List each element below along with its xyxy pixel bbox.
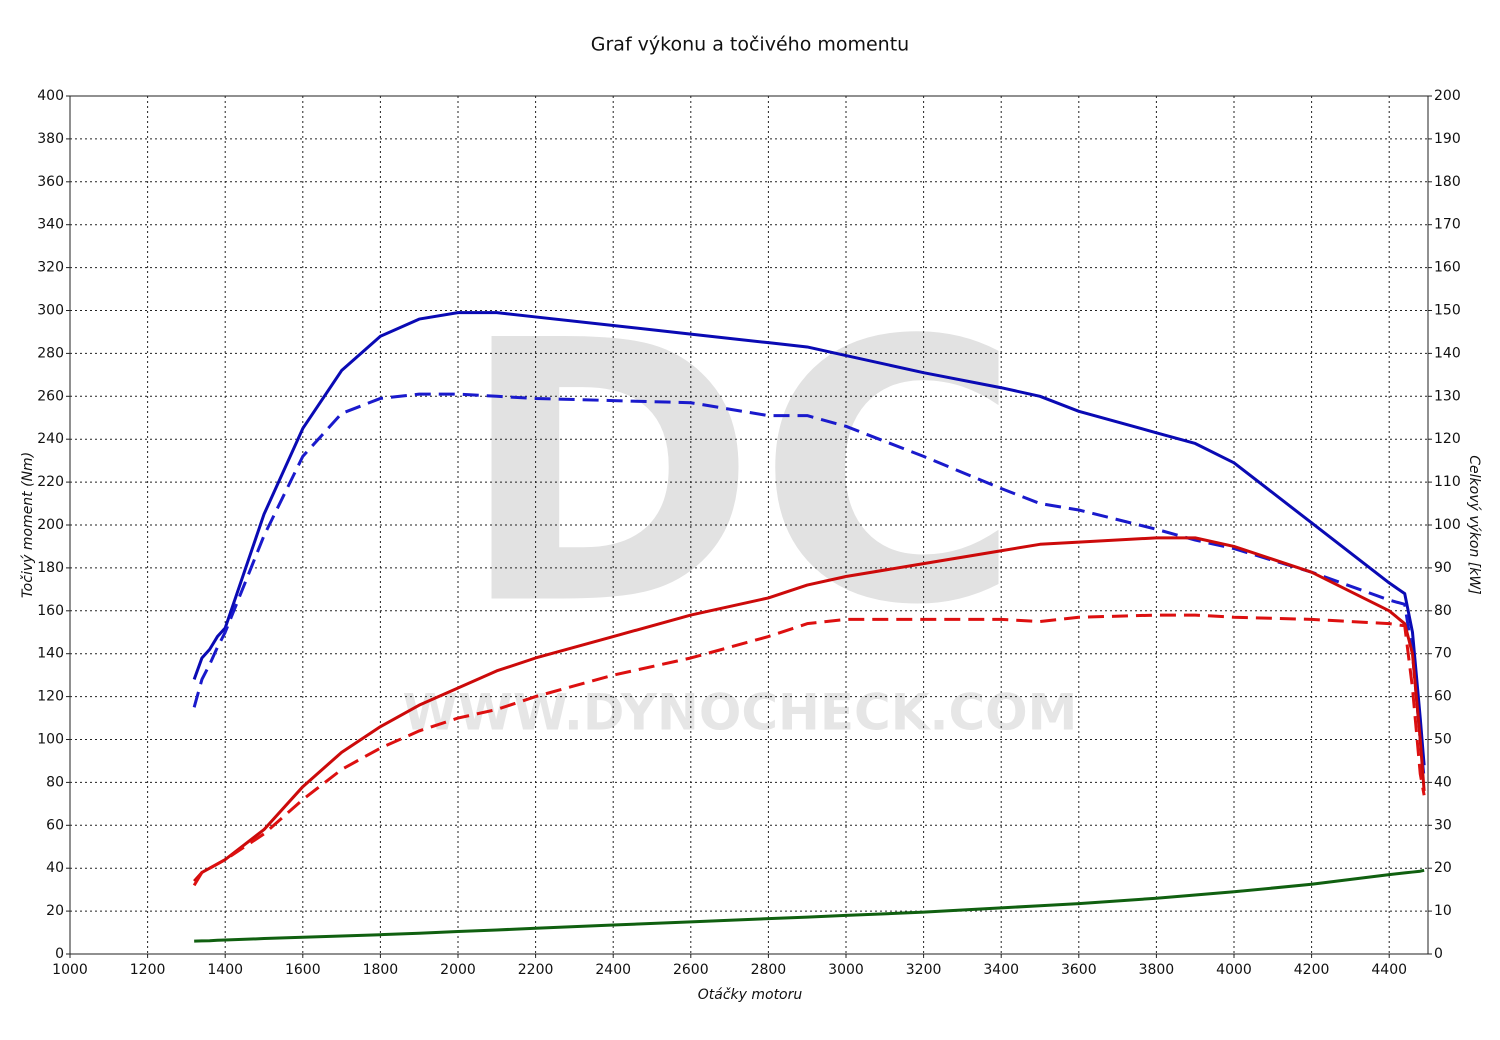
- y2-tick-label: 40: [1434, 774, 1452, 790]
- y2-tick-label: 110: [1434, 474, 1461, 490]
- y2-tick-label: 120: [1434, 431, 1461, 447]
- y2-tick-label: 150: [1434, 303, 1461, 319]
- y2-tick-label: 130: [1434, 388, 1461, 404]
- x-tick-label: 4400: [1371, 962, 1407, 978]
- y-tick-label: 140: [37, 646, 64, 662]
- y-tick-label: 40: [46, 860, 64, 876]
- series-line: [192, 613, 1426, 887]
- x-tick-label: 2400: [595, 962, 631, 978]
- watermark-url: WWW.DYNOCHECK.COM: [403, 684, 1078, 742]
- y2-tick-label: 160: [1434, 260, 1461, 276]
- series-line: [193, 536, 1426, 883]
- x-tick-label: 2200: [518, 962, 554, 978]
- y-tick-label: 240: [37, 431, 64, 447]
- y-tick-label: 260: [37, 388, 64, 404]
- x-tick-label: 3400: [983, 962, 1019, 978]
- y2-tick-label: 180: [1434, 174, 1461, 190]
- y-tick-label: 0: [55, 946, 64, 962]
- y2-tick-label: 90: [1434, 560, 1452, 576]
- y-tick-label: 20: [46, 903, 64, 919]
- y2-tick-label: 60: [1434, 689, 1452, 705]
- x-tick-label: 1400: [207, 962, 243, 978]
- y2-tick-label: 200: [1434, 88, 1461, 104]
- x-tick-label: 3000: [828, 962, 864, 978]
- y-axis-label: Točivý moment (Nm): [20, 452, 36, 598]
- y2-tick-label: 190: [1434, 131, 1461, 147]
- y-tick-label: 400: [37, 88, 64, 104]
- y2-tick-label: 20: [1434, 860, 1452, 876]
- x-tick-label: 1000: [52, 962, 88, 978]
- y-tick-label: 320: [37, 260, 64, 276]
- x-axis-label: Otáčky motoru: [698, 987, 803, 1003]
- chart-title: Graf výkonu a točivého momentu: [591, 34, 909, 56]
- y-tick-label: 340: [37, 217, 64, 233]
- x-tick-label: 4000: [1216, 962, 1252, 978]
- y2-tick-label: 50: [1434, 732, 1452, 748]
- y2-tick-label: 80: [1434, 603, 1452, 619]
- x-tick-label: 1800: [363, 962, 399, 978]
- y-tick-label: 220: [37, 474, 64, 490]
- y2-tick-label: 100: [1434, 517, 1461, 533]
- x-tick-label: 2000: [440, 962, 476, 978]
- x-tick-label: 1200: [130, 962, 166, 978]
- y-tick-label: 280: [37, 345, 64, 361]
- y-tick-label: 200: [37, 517, 64, 533]
- y-tick-label: 60: [46, 817, 64, 833]
- x-tick-label: 2600: [673, 962, 709, 978]
- x-tick-label: 3200: [906, 962, 942, 978]
- y-tick-label: 380: [37, 131, 64, 147]
- y-tick-label: 160: [37, 603, 64, 619]
- x-tick-label: 1600: [285, 962, 321, 978]
- y2-axis-label: Celkový výkon [kW]: [1466, 455, 1482, 594]
- y-tick-label: 300: [37, 303, 64, 319]
- y2-tick-label: 30: [1434, 817, 1452, 833]
- watermark: DC: [458, 264, 1021, 683]
- x-tick-label: 3600: [1061, 962, 1097, 978]
- y-tick-label: 100: [37, 732, 64, 748]
- series-line: [194, 868, 1425, 943]
- y2-tick-label: 70: [1434, 646, 1452, 662]
- y2-tick-label: 170: [1434, 217, 1461, 233]
- y2-tick-label: 0: [1434, 946, 1443, 962]
- x-tick-label: 2800: [751, 962, 787, 978]
- x-tick-label: 4200: [1294, 962, 1330, 978]
- series-line: [192, 311, 1426, 766]
- y-tick-label: 360: [37, 174, 64, 190]
- y-tick-label: 120: [37, 689, 64, 705]
- y-tick-label: 80: [46, 774, 64, 790]
- x-tick-label: 3800: [1139, 962, 1175, 978]
- y2-tick-label: 140: [1434, 345, 1461, 361]
- y-tick-label: 180: [37, 560, 64, 576]
- y2-tick-label: 10: [1434, 903, 1452, 919]
